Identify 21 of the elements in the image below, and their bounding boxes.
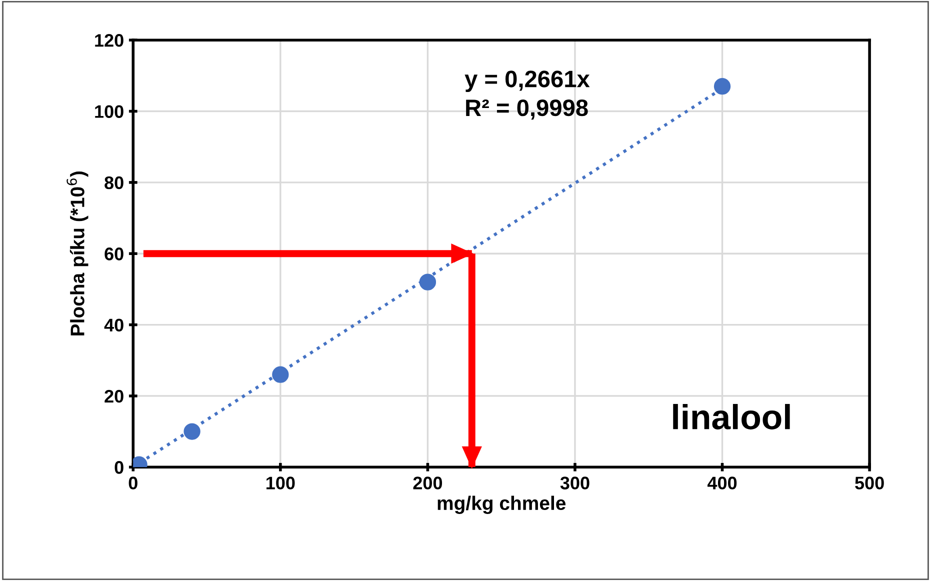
x-tick-label: 0 — [128, 476, 138, 490]
x-tick-label: 400 — [707, 476, 737, 490]
y-tick-label: 60 — [104, 248, 124, 260]
point — [419, 274, 436, 290]
y-tick-label: 100 — [95, 105, 124, 118]
y-tick-label: 0 — [114, 461, 124, 474]
annotation: linalool — [673, 404, 790, 430]
y-axis-title: Plocha píku (*10$^{6}$) — [66, 172, 88, 336]
x-axis-title: mg/kg chmele — [438, 496, 566, 514]
point — [272, 366, 289, 383]
x-tick-label: 500 — [855, 476, 884, 490]
x-tick-label: 100 — [266, 476, 295, 490]
y-tick-label: 80 — [104, 176, 124, 190]
annotation: y = 0,2661x R² = 0,9998 — [464, 70, 590, 120]
y-tick-label: 20 — [104, 390, 124, 403]
y-tick-label: 120 — [95, 34, 124, 47]
x-tick-label: 300 — [560, 476, 590, 490]
y-tick-label: 40 — [104, 318, 124, 332]
point — [714, 78, 731, 95]
point — [184, 423, 200, 440]
x-tick-label: 200 — [413, 476, 442, 490]
